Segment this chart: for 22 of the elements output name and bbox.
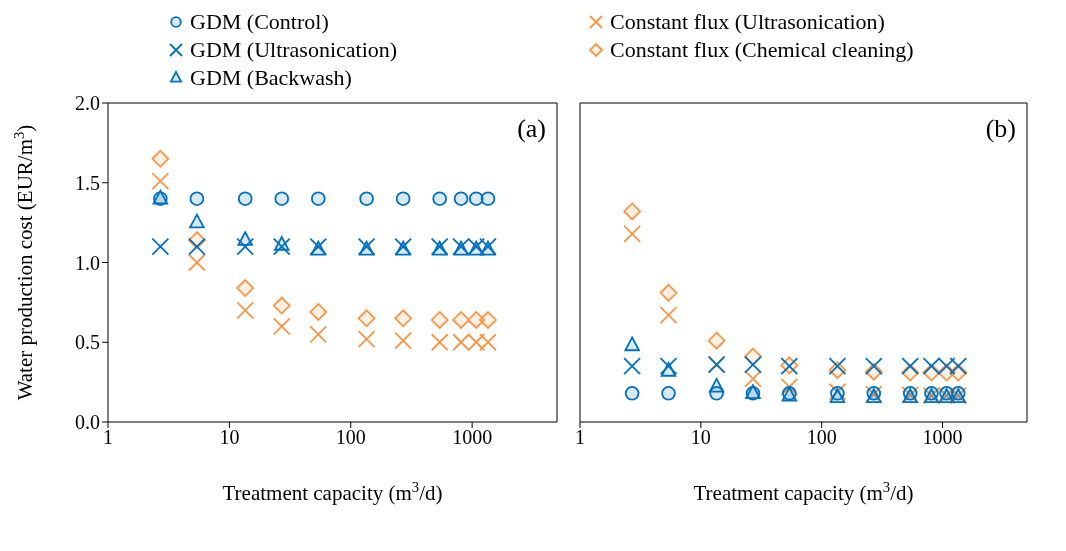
legend-label: GDM (Backwash) (190, 65, 352, 91)
legend-label: Constant flux (Chemical cleaning) (610, 37, 914, 63)
x-tick-label: 1 (103, 426, 113, 449)
x-tick-label: 10 (219, 426, 240, 449)
y-tick-label: 1.0 (75, 251, 100, 274)
y-tick-label: 0.5 (75, 331, 100, 354)
x-tick-label: 1000 (452, 426, 493, 449)
legend-label: Constant flux (Ultrasonication) (610, 9, 885, 35)
x-axis-title: Treatment capacity (m$^{3}$/d) (693, 479, 914, 505)
x-tick-label: 100 (335, 426, 366, 449)
x-tick-label: 100 (806, 426, 837, 449)
annotation: (b) (985, 114, 1016, 144)
x-tick-label: 1 (575, 426, 585, 449)
y-tick-label: 2.0 (75, 92, 100, 115)
x-axis-title: Treatment capacity (m$^{3}$/d) (222, 479, 443, 505)
y-tick-label: 1.5 (75, 171, 100, 194)
legend-label: GDM (Ultrasonication) (190, 37, 398, 63)
x-tick-label: 1000 (922, 426, 963, 449)
annotation: (a) (517, 114, 546, 144)
legend-label: GDM (Control) (190, 9, 329, 35)
y-tick-label: 0.0 (75, 411, 100, 434)
x-tick-label: 10 (690, 426, 711, 449)
